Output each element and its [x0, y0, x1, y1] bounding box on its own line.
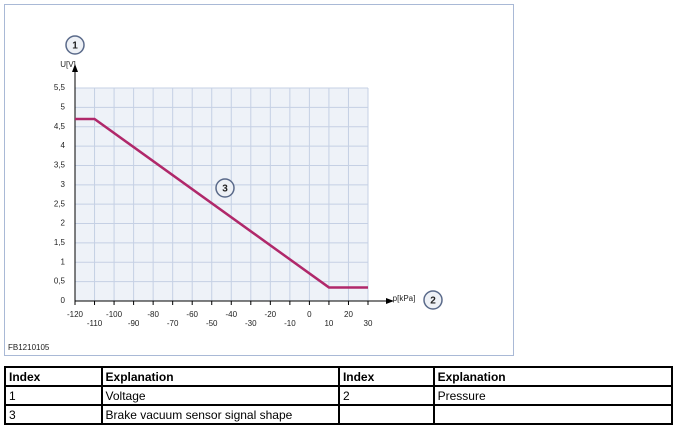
y-tick-label: 3 — [61, 180, 66, 189]
header-cell: Index — [337, 366, 435, 387]
header-cell: Explanation — [432, 366, 674, 387]
x-tick-label: -10 — [284, 319, 296, 328]
table-cell — [432, 404, 674, 425]
x-tick-label: -40 — [225, 310, 237, 319]
y-tick-label: 3,5 — [54, 161, 66, 170]
y-tick-label: 1 — [61, 257, 66, 266]
callout-label: 1 — [72, 41, 78, 52]
y-axis-label: U[V] — [60, 60, 76, 69]
table-row: 3 Brake vacuum sensor signal shape — [4, 404, 674, 425]
x-arrow — [386, 298, 394, 304]
callout-circle — [423, 290, 443, 310]
y-tick-label: 0,5 — [54, 277, 66, 286]
y-tick-label: 0 — [61, 296, 66, 305]
y-tick-label: 5,5 — [54, 83, 66, 92]
y-tick-label: 2,5 — [54, 199, 66, 208]
x-tick-label: 10 — [324, 319, 333, 328]
x-tick-label: 0 — [307, 310, 312, 319]
x-tick-label: -20 — [265, 310, 277, 319]
y-arrow — [72, 64, 78, 72]
header-cell: Index — [4, 366, 103, 387]
y-tick-label: 1,5 — [54, 238, 66, 247]
chart: U[V] p[kPa] FB1210105 -120-110-100-90-80… — [4, 4, 514, 356]
signal-line — [75, 117, 368, 289]
table-cell: 1 — [4, 385, 103, 406]
x-tick-label: -90 — [128, 319, 140, 328]
callout-circle — [65, 35, 85, 55]
legend-table: Index Explanation Index Explanation 1 Voltag… — [4, 366, 674, 425]
y-tick-label: 4,5 — [54, 122, 66, 131]
table-cell — [337, 404, 435, 425]
x-tick-label: -30 — [245, 319, 257, 328]
x-tick-label: 20 — [344, 310, 353, 319]
table-cell: Voltage — [100, 385, 340, 406]
table-header: Index Explanation Index Explanation — [4, 366, 674, 387]
x-tick-label: -50 — [206, 319, 218, 328]
y-tick-label: 2 — [61, 219, 66, 228]
x-tick-label: -110 — [87, 319, 103, 328]
x-tick-label: -60 — [186, 310, 198, 319]
table-cell: 3 — [4, 404, 103, 425]
y-tick-label: 4 — [61, 141, 66, 150]
callout-label: 3 — [222, 184, 228, 195]
figure-id: FB1210105 — [8, 343, 50, 352]
x-tick-label: -70 — [167, 319, 179, 328]
table-cell: Brake vacuum sensor signal shape — [100, 404, 340, 425]
x-tick-label: -100 — [106, 310, 123, 319]
x-axis-label: p[kPa] — [393, 294, 416, 303]
table-cell: 2 — [337, 385, 435, 406]
x-tick-label: 30 — [364, 319, 373, 328]
callout-label: 2 — [430, 296, 436, 307]
table-row: 1 Voltage 2 Pressure — [4, 385, 674, 406]
x-tick-label: -120 — [67, 310, 84, 319]
callout-circle — [215, 178, 235, 198]
y-tick-label: 5 — [61, 102, 66, 111]
header-cell: Explanation — [100, 366, 340, 387]
x-tick-label: -80 — [147, 310, 159, 319]
table-cell: Pressure — [432, 385, 674, 406]
